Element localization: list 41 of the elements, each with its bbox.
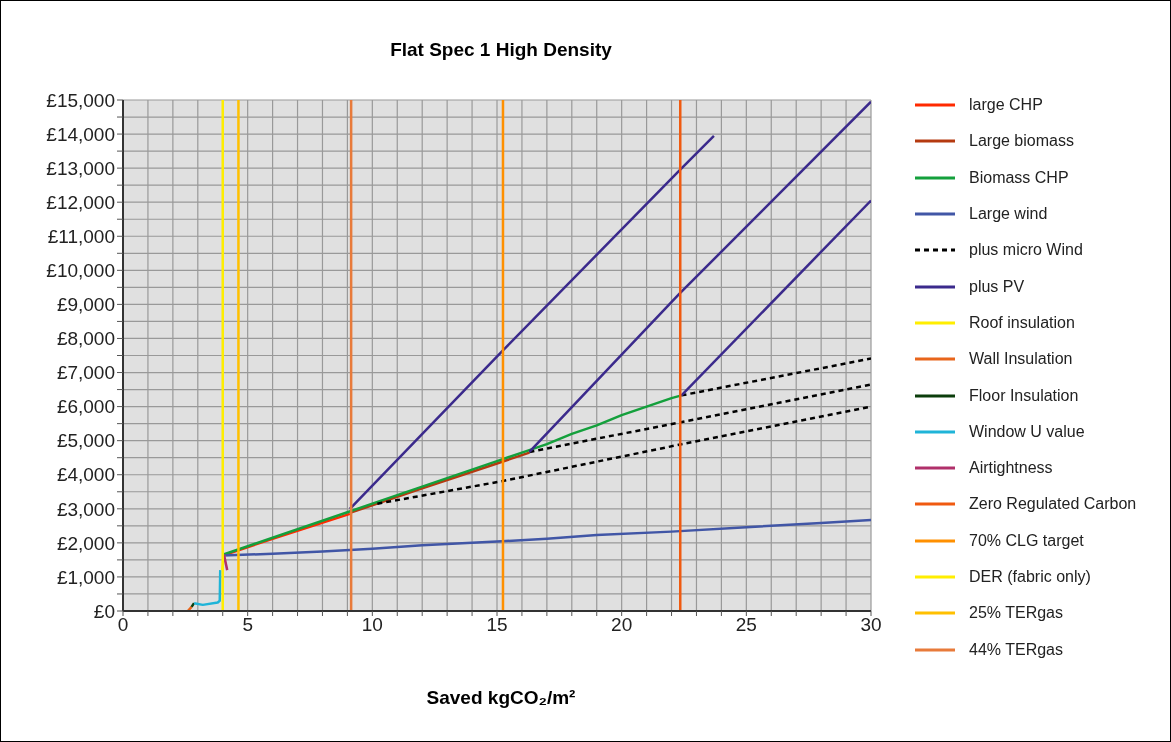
y-tick-label: £13,000 xyxy=(46,157,115,179)
legend-label: large CHP xyxy=(969,96,1043,115)
x-tick-label: 25 xyxy=(735,614,757,636)
legend-label: Large wind xyxy=(969,205,1048,224)
x-tick-label: 0 xyxy=(117,614,129,636)
legend-label: 44% TERgas xyxy=(969,640,1063,659)
y-tick-label: £12,000 xyxy=(46,191,115,213)
legend-label: Floor Insulation xyxy=(969,386,1079,405)
x-tick-label: 15 xyxy=(486,614,508,636)
y-tick-label: £1,000 xyxy=(56,566,115,588)
legend-label: DER (fabric only) xyxy=(969,568,1091,586)
legend-label: Large biomass xyxy=(969,132,1074,151)
y-tick-label: £7,000 xyxy=(56,362,115,384)
legend-label: 70% CLG target xyxy=(969,531,1084,550)
x-axis-title: Saved kgCO₂/m² xyxy=(425,687,577,709)
x-tick-label: 30 xyxy=(860,614,882,636)
y-tick-label: £2,000 xyxy=(56,532,115,554)
y-tick-label: £15,000 xyxy=(46,89,115,111)
y-tick-label: £14,000 xyxy=(46,123,115,145)
y-tick-label: £5,000 xyxy=(56,430,115,452)
x-tick-label: 20 xyxy=(611,614,633,636)
y-tick-label: £11,000 xyxy=(47,226,115,248)
legend-label: Airtightness xyxy=(969,459,1053,478)
y-tick-label: £4,000 xyxy=(56,464,115,486)
x-tick-label: 5 xyxy=(242,614,253,636)
legend-label: Roof insulation xyxy=(969,313,1075,332)
legend-label: 25% TERgas xyxy=(969,604,1063,623)
y-tick-label: £8,000 xyxy=(56,328,115,350)
y-tick-label: £6,000 xyxy=(56,396,115,418)
y-tick-label: £9,000 xyxy=(56,294,115,316)
y-tick-label: £0 xyxy=(93,600,115,622)
legend-label: Zero Regulated Carbon xyxy=(969,495,1137,514)
y-tick-label: £3,000 xyxy=(56,498,115,520)
y-tick-label: £10,000 xyxy=(46,260,115,282)
legend-label: Wall Insulation xyxy=(969,350,1073,369)
legend-label: plus PV xyxy=(969,277,1025,296)
x-tick-label: 10 xyxy=(361,614,383,636)
legend-label: Biomass CHP xyxy=(969,168,1069,187)
legend-label: Window U value xyxy=(969,422,1085,441)
chart-title: Flat Spec 1 High Density xyxy=(389,39,613,61)
legend-label: plus micro Wind xyxy=(969,241,1083,260)
